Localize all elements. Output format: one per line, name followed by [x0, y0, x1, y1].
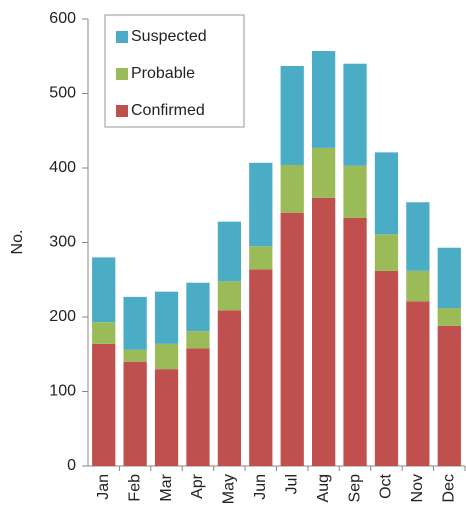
bar-segment — [217, 221, 241, 282]
x-tick-label: May — [221, 474, 238, 504]
legend-box — [104, 14, 245, 128]
bar-segment — [280, 65, 304, 166]
x-tick-label: Sep — [346, 474, 363, 503]
bar-segment — [186, 348, 210, 466]
x-tick-label: Nov — [409, 474, 426, 502]
bar-segment — [92, 257, 116, 323]
bar-segment — [343, 63, 367, 166]
x-tick-label: Feb — [126, 474, 143, 502]
legend-label: Probable — [131, 65, 195, 82]
y-tick-label: 0 — [67, 457, 76, 474]
bar-segment — [123, 349, 147, 362]
y-tick-label: 400 — [49, 159, 76, 176]
legend-label: Confirmed — [131, 102, 205, 119]
bar-segment — [374, 152, 399, 235]
bar-segment — [437, 325, 461, 466]
legend-swatch — [116, 68, 128, 80]
y-tick-label: 100 — [49, 383, 76, 400]
bar-segment — [437, 308, 461, 326]
bar-segment — [312, 147, 336, 198]
bar-segment — [437, 247, 461, 309]
legend-swatch — [116, 105, 128, 117]
x-tick-label: Dec — [441, 474, 458, 502]
legend-label: Suspected — [131, 28, 207, 45]
bar-segment — [123, 361, 147, 466]
x-tick-label: Aug — [315, 474, 332, 502]
x-tick-label: Mar — [158, 473, 175, 501]
y-axis-label: No. — [9, 230, 26, 255]
bar-segment — [343, 217, 367, 466]
bar-segment — [343, 165, 367, 218]
y-tick-label: 300 — [49, 234, 76, 251]
bar-segment — [123, 296, 147, 350]
bar-segment — [217, 310, 241, 466]
bar-segment — [154, 369, 179, 466]
x-tick-label: Oct — [378, 473, 395, 498]
bar-segment — [186, 282, 210, 332]
bar-segment — [406, 301, 430, 466]
bar-segment — [374, 270, 399, 466]
x-tick-label: Jun — [252, 474, 269, 500]
legend-swatch — [116, 31, 128, 43]
bar-segment — [249, 246, 273, 270]
bar-segment — [249, 162, 273, 247]
bar-segment — [92, 343, 116, 466]
x-tick-label: Jan — [95, 474, 112, 500]
bar-segment — [280, 165, 304, 213]
x-tick-label: Apr — [189, 473, 206, 499]
y-tick-label: 500 — [49, 85, 76, 102]
bar-segment — [249, 269, 273, 466]
bar-segment — [406, 202, 430, 271]
bar-segment — [406, 270, 430, 302]
bar-segment — [154, 291, 179, 344]
bar-segment — [92, 322, 116, 344]
bar-segment — [186, 331, 210, 349]
bar-segment — [217, 281, 241, 311]
y-tick-label: 600 — [49, 10, 76, 27]
bar-segment — [280, 212, 304, 466]
bar-segment — [312, 51, 336, 148]
bar-segment — [374, 234, 399, 271]
x-tick-label: Jul — [283, 474, 300, 494]
bar-segment — [312, 197, 336, 467]
bar-segment — [154, 343, 179, 370]
y-tick-label: 200 — [49, 308, 76, 325]
